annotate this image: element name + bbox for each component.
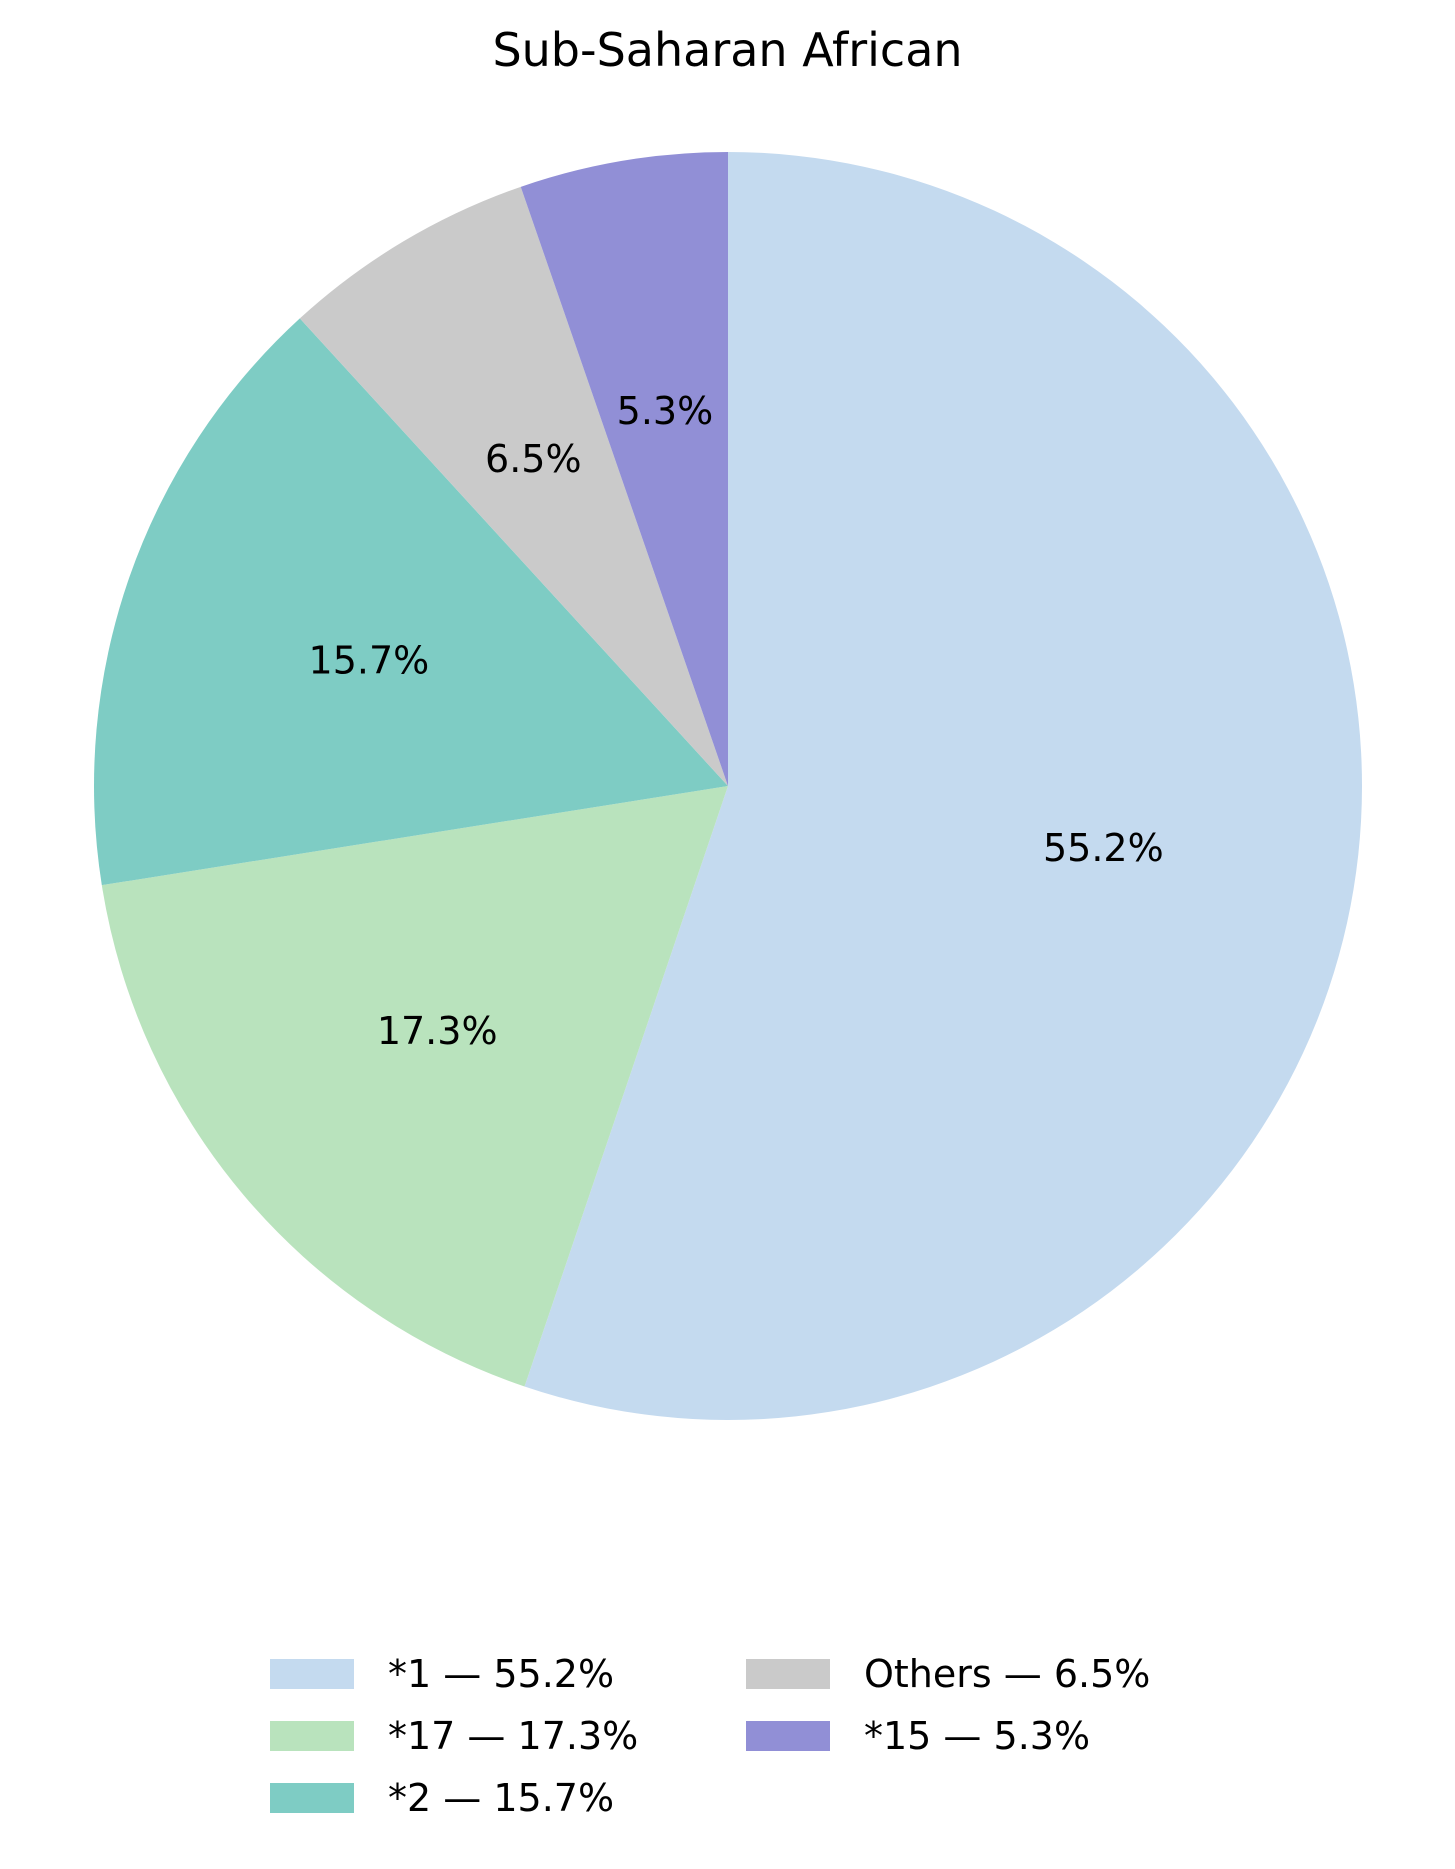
legend-label: *17 — 17.3% (388, 1714, 638, 1758)
legend-label: Others — 6.5% (864, 1652, 1150, 1696)
legend-swatch (270, 1783, 354, 1813)
legend-swatch (746, 1659, 830, 1689)
pie-slice-label: 6.5% (485, 437, 582, 481)
legend-item: *15 — 5.3% (746, 1710, 1090, 1762)
legend-item: Others — 6.5% (746, 1648, 1150, 1700)
pie-slice-label: 17.3% (377, 1009, 498, 1053)
legend-swatch (746, 1721, 830, 1751)
legend-swatch (270, 1721, 354, 1751)
legend-item: *2 — 15.7% (270, 1772, 614, 1824)
pie-slice-label: 5.3% (617, 389, 714, 433)
pie-slice-label: 15.7% (309, 639, 430, 683)
legend-item: *1 — 55.2% (270, 1648, 614, 1700)
legend-item: *17 — 17.3% (270, 1710, 638, 1762)
legend-label: *15 — 5.3% (864, 1714, 1090, 1758)
pie-slice-label: 55.2% (1043, 826, 1164, 870)
pie-slices (94, 152, 1362, 1420)
legend-swatch (270, 1659, 354, 1689)
chart-legend: *1 — 55.2% *17 — 17.3% *2 — 15.7% Others — … (270, 1648, 1210, 1848)
legend-label: *1 — 55.2% (388, 1652, 614, 1696)
legend-label: *2 — 15.7% (388, 1776, 614, 1820)
